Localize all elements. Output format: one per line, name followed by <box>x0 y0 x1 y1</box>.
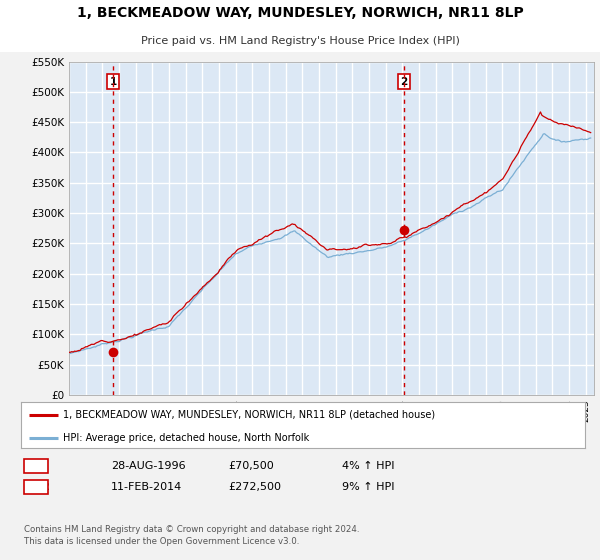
Text: 2: 2 <box>401 77 408 87</box>
Text: 11-FEB-2014: 11-FEB-2014 <box>111 482 182 492</box>
Text: £272,500: £272,500 <box>228 482 281 492</box>
Text: 9% ↑ HPI: 9% ↑ HPI <box>342 482 395 492</box>
Text: 2: 2 <box>41 482 49 492</box>
Text: 1, BECKMEADOW WAY, MUNDESLEY, NORWICH, NR11 8LP (detached house): 1, BECKMEADOW WAY, MUNDESLEY, NORWICH, N… <box>64 410 436 420</box>
Text: Contains HM Land Registry data © Crown copyright and database right 2024.: Contains HM Land Registry data © Crown c… <box>24 525 359 534</box>
Text: £70,500: £70,500 <box>228 461 274 471</box>
Text: 1: 1 <box>41 461 49 471</box>
Text: Price paid vs. HM Land Registry's House Price Index (HPI): Price paid vs. HM Land Registry's House … <box>140 36 460 46</box>
Text: 4% ↑ HPI: 4% ↑ HPI <box>342 461 395 471</box>
Text: 1: 1 <box>110 77 117 87</box>
Text: This data is licensed under the Open Government Licence v3.0.: This data is licensed under the Open Gov… <box>24 537 299 546</box>
Text: 1, BECKMEADOW WAY, MUNDESLEY, NORWICH, NR11 8LP: 1, BECKMEADOW WAY, MUNDESLEY, NORWICH, N… <box>77 6 523 20</box>
Text: 28-AUG-1996: 28-AUG-1996 <box>111 461 185 471</box>
Text: HPI: Average price, detached house, North Norfolk: HPI: Average price, detached house, Nort… <box>64 433 310 443</box>
